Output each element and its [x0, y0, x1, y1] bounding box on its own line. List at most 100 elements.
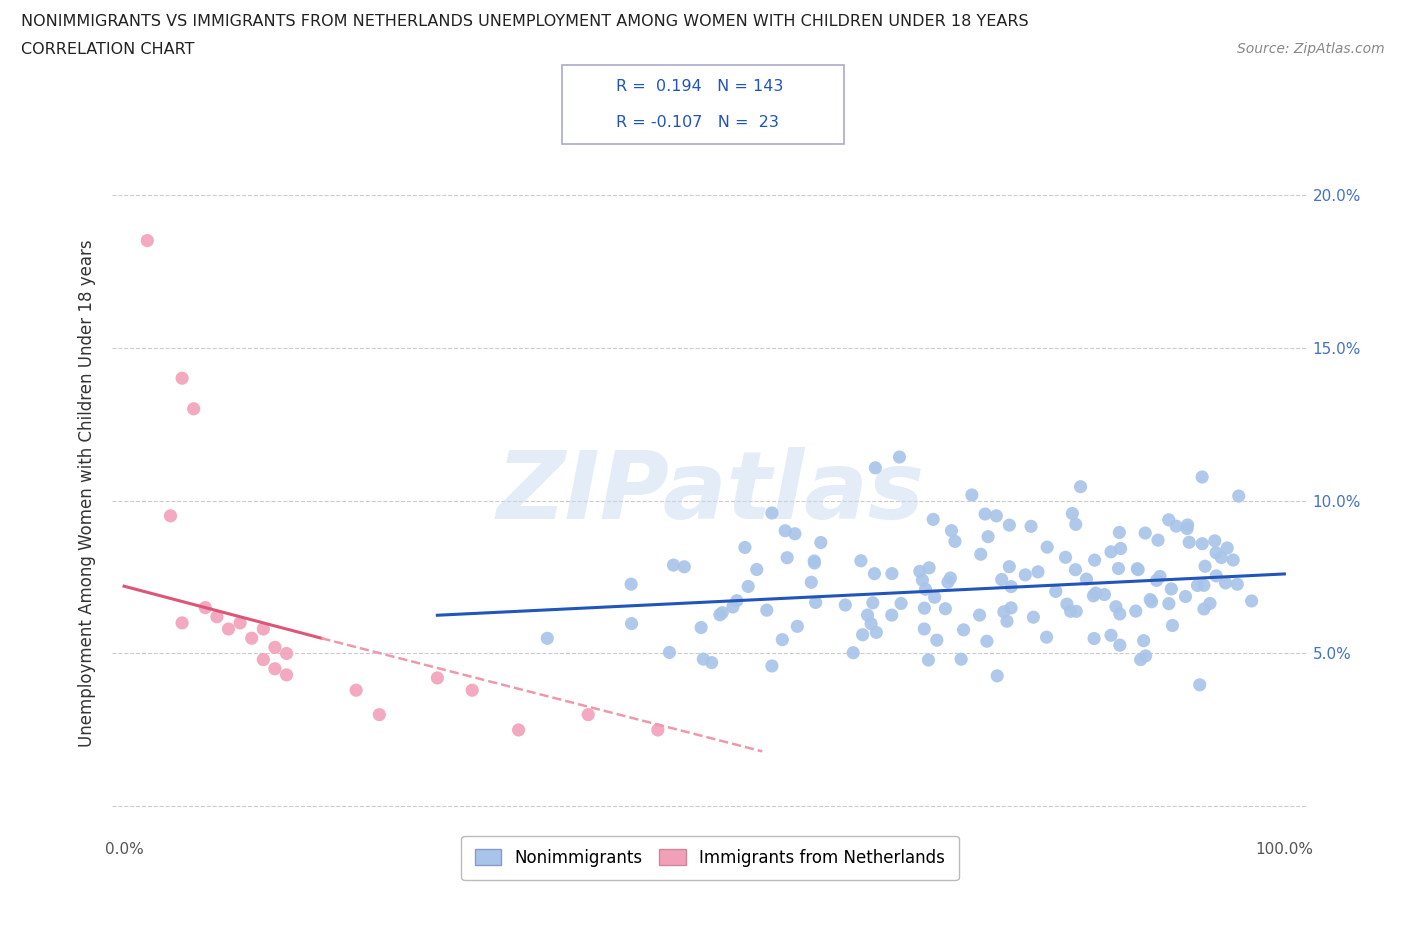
- Text: CORRELATION CHART: CORRELATION CHART: [21, 42, 194, 57]
- Point: [737, 579, 759, 594]
- Point: [745, 562, 768, 577]
- Point: [1146, 573, 1168, 588]
- Point: [368, 707, 391, 722]
- Point: [658, 645, 681, 660]
- Point: [344, 683, 367, 698]
- Point: [911, 573, 934, 588]
- Point: [924, 590, 946, 604]
- Point: [1227, 488, 1250, 503]
- Text: NONIMMIGRANTS VS IMMIGRANTS FROM NETHERLANDS UNEMPLOYMENT AMONG WOMEN WITH CHILD: NONIMMIGRANTS VS IMMIGRANTS FROM NETHERL…: [21, 14, 1029, 29]
- Point: [159, 509, 181, 524]
- Point: [1178, 535, 1201, 550]
- Point: [1094, 587, 1116, 602]
- Point: [1064, 604, 1087, 618]
- Point: [1062, 506, 1084, 521]
- Point: [1205, 545, 1227, 560]
- Point: [1022, 610, 1045, 625]
- Point: [969, 607, 991, 622]
- Point: [662, 558, 685, 573]
- Point: [1188, 677, 1211, 692]
- Point: [1108, 561, 1130, 576]
- Point: [976, 634, 998, 649]
- Point: [1036, 539, 1059, 554]
- Point: [1166, 519, 1188, 534]
- Point: [1126, 562, 1149, 577]
- Point: [1139, 592, 1161, 607]
- Point: [620, 577, 643, 591]
- Text: R = -0.107   N =  23: R = -0.107 N = 23: [616, 115, 779, 130]
- Point: [205, 609, 228, 624]
- Point: [880, 607, 903, 622]
- Point: [1099, 628, 1122, 643]
- Text: R =  0.194   N = 143: R = 0.194 N = 143: [616, 79, 783, 94]
- Point: [770, 632, 793, 647]
- Point: [721, 600, 744, 615]
- Point: [761, 506, 783, 521]
- Point: [856, 607, 879, 622]
- Point: [862, 595, 884, 610]
- Point: [426, 671, 449, 685]
- Point: [936, 575, 959, 590]
- Point: [1192, 578, 1215, 592]
- Text: Source: ZipAtlas.com: Source: ZipAtlas.com: [1237, 42, 1385, 56]
- Point: [908, 564, 931, 578]
- Point: [934, 602, 956, 617]
- Point: [1216, 540, 1239, 555]
- Legend: Nonimmigrants, Immigrants from Netherlands: Nonimmigrants, Immigrants from Netherlan…: [461, 836, 959, 881]
- Point: [939, 570, 962, 585]
- Point: [952, 622, 974, 637]
- Point: [1222, 552, 1244, 567]
- Point: [1205, 568, 1227, 583]
- Point: [692, 652, 714, 667]
- Point: [1191, 470, 1213, 485]
- Point: [700, 655, 723, 670]
- Point: [783, 526, 806, 541]
- Point: [536, 631, 558, 645]
- Text: ZIPatlas: ZIPatlas: [496, 447, 924, 538]
- Point: [136, 233, 159, 248]
- Point: [1129, 652, 1152, 667]
- Point: [810, 535, 832, 550]
- Point: [974, 507, 997, 522]
- Point: [1140, 594, 1163, 609]
- Point: [1014, 567, 1036, 582]
- Point: [1109, 541, 1132, 556]
- Point: [1191, 537, 1213, 551]
- Point: [941, 524, 963, 538]
- Point: [755, 603, 778, 618]
- Point: [1149, 569, 1171, 584]
- Point: [773, 524, 796, 538]
- Point: [914, 582, 936, 597]
- Point: [725, 593, 748, 608]
- Point: [1056, 597, 1078, 612]
- Point: [1108, 525, 1130, 540]
- Point: [1160, 581, 1182, 596]
- Point: [1108, 638, 1130, 653]
- Point: [1157, 512, 1180, 527]
- Point: [761, 658, 783, 673]
- Point: [998, 518, 1021, 533]
- Point: [995, 614, 1018, 629]
- Point: [276, 646, 298, 661]
- Point: [1157, 596, 1180, 611]
- Point: [1070, 479, 1092, 494]
- Point: [1108, 606, 1130, 621]
- Point: [240, 631, 263, 645]
- Point: [276, 668, 298, 683]
- Point: [890, 596, 912, 611]
- Point: [264, 640, 287, 655]
- Point: [1135, 525, 1157, 540]
- Point: [1099, 544, 1122, 559]
- Point: [889, 449, 911, 464]
- Point: [804, 595, 827, 610]
- Point: [183, 402, 205, 417]
- Point: [1064, 563, 1087, 578]
- Point: [673, 559, 696, 574]
- Point: [1084, 586, 1107, 601]
- Point: [990, 572, 1012, 587]
- Point: [776, 551, 799, 565]
- Point: [977, 529, 1000, 544]
- Point: [1187, 578, 1209, 592]
- FancyBboxPatch shape: [574, 110, 602, 137]
- Point: [1211, 550, 1233, 565]
